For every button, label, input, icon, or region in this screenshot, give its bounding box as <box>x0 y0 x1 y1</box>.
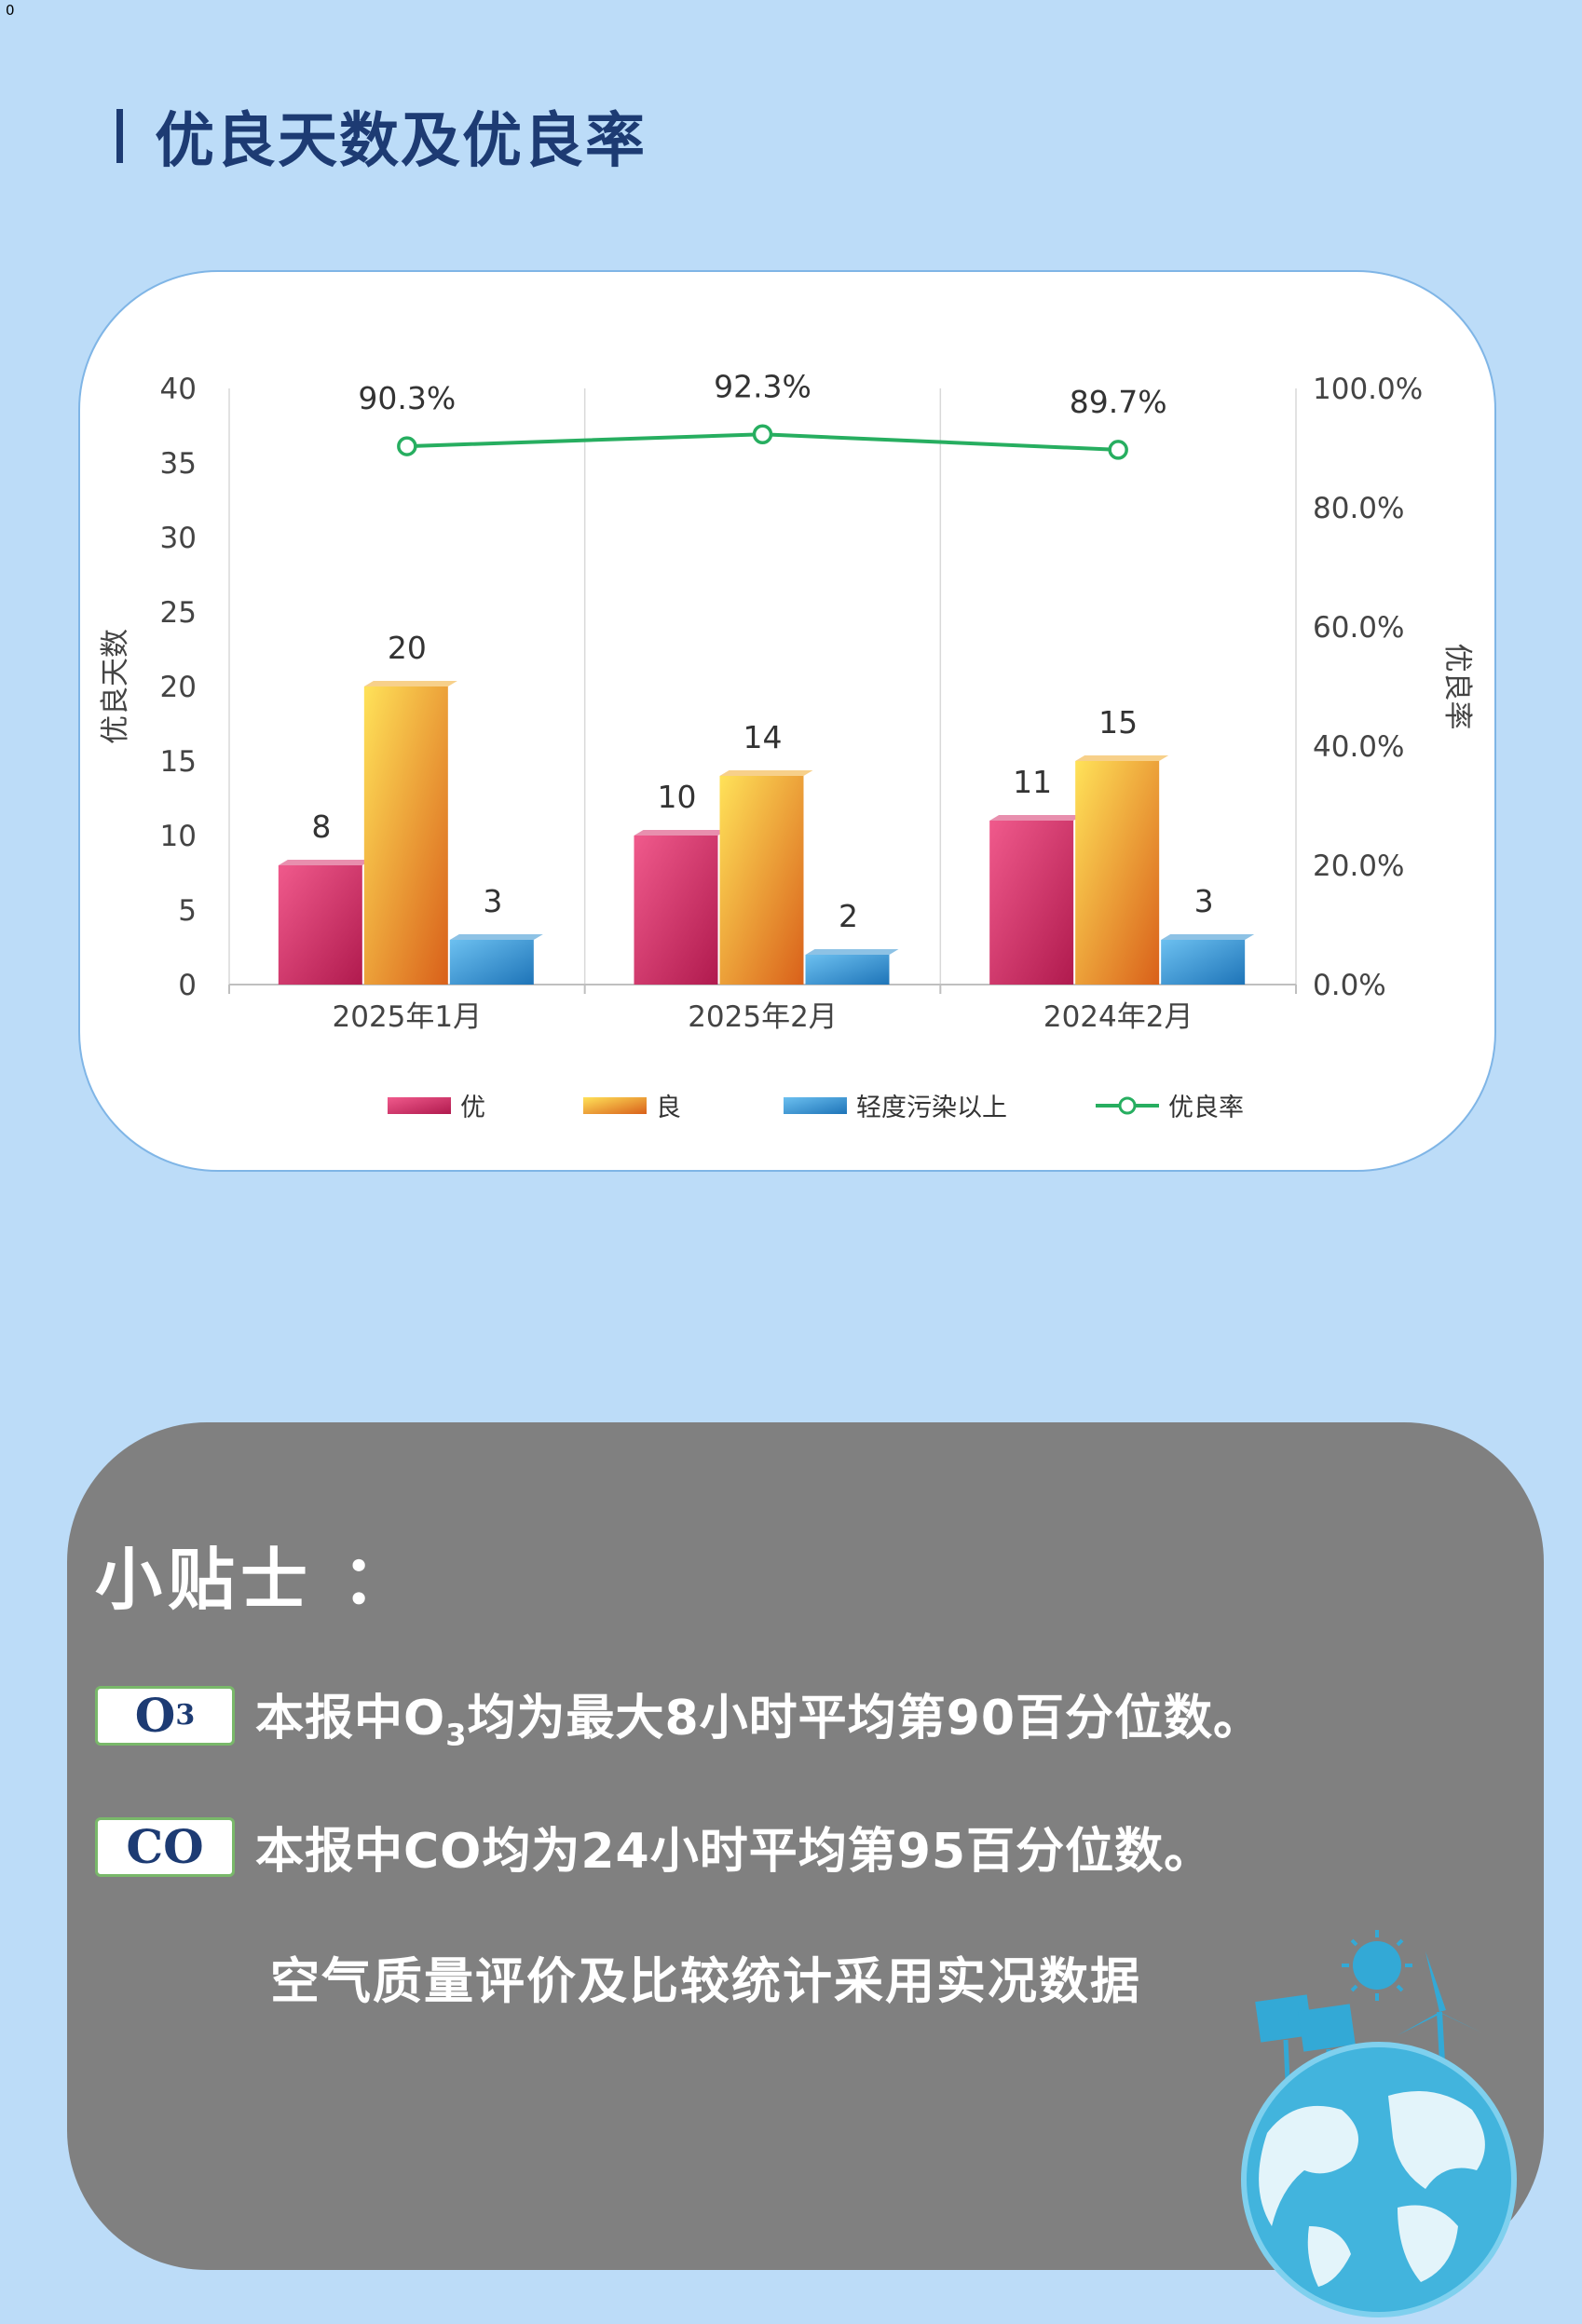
tips-title: 小贴士 ： <box>95 1541 416 1619</box>
y-tick-label: 35 <box>160 447 197 481</box>
sun-icon <box>1342 1930 1412 2001</box>
globe-illustration <box>1241 1930 1517 2317</box>
legend-label: 优 <box>460 1094 485 1122</box>
x-tick-label: 2025年1月 <box>333 1000 483 1034</box>
legend-swatch <box>583 1097 647 1114</box>
bar <box>449 940 534 985</box>
legend-swatch <box>784 1097 847 1114</box>
globe-icon <box>1241 2042 1517 2317</box>
bar-top-face <box>1161 934 1255 940</box>
tip-text-o3: 本报中O3均为最大8小时平均第90百分位数。 <box>255 1691 1263 1753</box>
y-right-tick-label: 40.0% <box>1313 730 1404 764</box>
y-right-tick-label: 20.0% <box>1313 849 1404 883</box>
y-tick-label: 10 <box>160 820 197 853</box>
y-tick-label: 20 <box>160 671 197 704</box>
bar-value-label: 8 <box>311 809 331 845</box>
bar-top-face <box>719 770 813 776</box>
rate-point <box>752 424 773 445</box>
rate-point <box>1108 440 1128 460</box>
x-tick-label: 2024年2月 <box>1043 1000 1193 1034</box>
y-right-axis-title: 优良率 <box>1440 644 1474 730</box>
bar-top-face <box>1075 755 1169 761</box>
bar-value-label: 10 <box>658 779 697 815</box>
y-tick-label: 25 <box>160 596 197 630</box>
bar <box>278 865 362 985</box>
legend-line-marker <box>1118 1096 1137 1115</box>
bar <box>634 836 718 985</box>
bar-top-face <box>278 860 372 865</box>
bar-value-label: 20 <box>388 630 427 666</box>
tip-text-co: 本报中CO均为24小时平均第95百分位数。 <box>255 1824 1214 1880</box>
corner-mark: 0 <box>6 2 15 19</box>
bar-value-label: 15 <box>1098 704 1138 741</box>
bar-value-label: 14 <box>743 719 783 755</box>
bar <box>1075 761 1160 985</box>
tip-row-co: CO 本报中CO均为24小时平均第95百分位数。 <box>95 1812 1213 1882</box>
rate-label: 90.3% <box>358 380 456 416</box>
y-tick-label: 5 <box>178 894 197 928</box>
y-right-tick-label: 60.0% <box>1313 611 1404 645</box>
rate-point <box>397 436 417 456</box>
bar <box>1161 940 1246 985</box>
y-tick-label: 30 <box>160 522 197 555</box>
y-right-tick-label: 100.0% <box>1313 373 1423 406</box>
bar-top-face <box>634 830 728 836</box>
legend-label: 轻度污染以上 <box>856 1094 1007 1122</box>
rate-label: 89.7% <box>1070 384 1167 420</box>
y-axis-title: 优良天数 <box>99 629 132 744</box>
page-title: 优良天数及优良率 <box>155 107 647 176</box>
y-tick-label: 15 <box>160 745 197 779</box>
bar-top-face <box>989 815 1084 821</box>
solar-panel-icon <box>1255 1994 1356 2083</box>
rate-label: 92.3% <box>714 368 811 404</box>
bar-value-label: 11 <box>1013 764 1052 800</box>
bar-value-label: 2 <box>839 898 858 934</box>
bar-top-face <box>449 934 543 940</box>
title-accent-bar <box>116 109 123 163</box>
legend-label: 优良率 <box>1168 1094 1244 1122</box>
legend-label: 良 <box>656 1094 681 1122</box>
section-header: 优良天数及优良率 <box>116 93 647 179</box>
bar-value-label: 3 <box>1194 883 1214 919</box>
bar-line-chart: 0 5 10 15 20 25 30 35 40 0.0% 20.0% 40.0% 60.0% 80.0%… <box>99 368 1474 1122</box>
bar-top-face <box>363 681 457 686</box>
co-badge: CO <box>95 1816 235 1877</box>
bar-value-label: 3 <box>483 883 502 919</box>
x-tick-label: 2025年2月 <box>688 1000 838 1034</box>
tips-note: 空气质量评价及比较统计采用实况数据 <box>270 1953 1141 2010</box>
y-tick-label: 0 <box>178 969 197 1002</box>
bar <box>719 776 804 985</box>
y-right-tick-label: 80.0% <box>1313 492 1404 525</box>
legend-swatch <box>388 1097 451 1114</box>
chart-card: 0 5 10 15 20 25 30 35 40 0.0% 20.0% 40.0% 60.0% 80.0%… <box>78 270 1496 1172</box>
bar <box>805 955 890 985</box>
y-tick-label: 40 <box>160 373 197 406</box>
bar-top-face <box>805 949 899 955</box>
bar <box>989 821 1074 985</box>
y-right-tick-label: 0.0% <box>1313 969 1386 1002</box>
bar <box>363 686 448 985</box>
